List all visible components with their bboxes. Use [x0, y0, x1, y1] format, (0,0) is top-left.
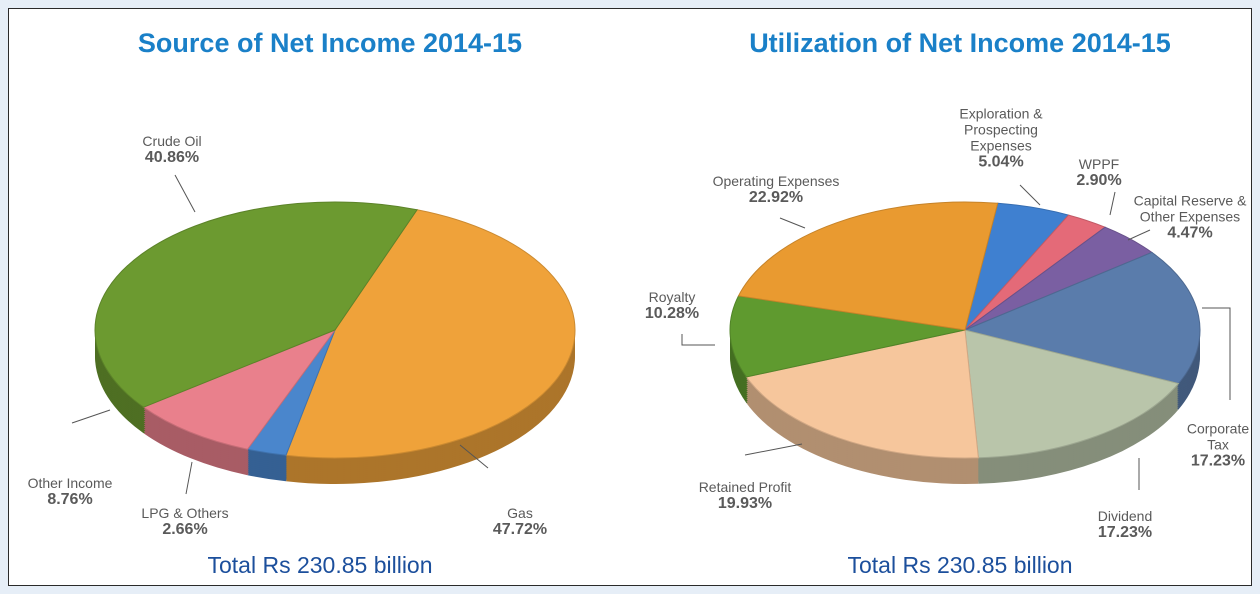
slice-label: Retained Profit 19.93%: [690, 479, 800, 513]
value-label: 17.23%: [1190, 452, 1246, 470]
leader-line: [779, 217, 806, 229]
slice: [964, 329, 1180, 459]
value-label: 2.66%: [162, 520, 208, 538]
slice-label: Exploration & Prospecting Expenses 5.04%: [946, 106, 1056, 173]
value-label: 8.76%: [47, 490, 93, 508]
slice-label: Gas 47.72%: [465, 505, 575, 539]
category-label: Capital Reserve & Other Expenses: [1133, 192, 1247, 225]
category-label: Other Income: [27, 474, 113, 491]
leader-line: [185, 461, 193, 495]
slice: [285, 209, 576, 459]
slice: [94, 201, 418, 408]
slice-label: Other Income 8.76%: [10, 475, 130, 509]
category-label: Crude Oil: [142, 132, 202, 149]
slice-label: Crude Oil 40.86%: [117, 133, 227, 167]
leader-line: [1127, 229, 1151, 241]
leader-line: [459, 444, 489, 469]
leader-line: [71, 409, 111, 424]
category-label: Dividend: [1097, 507, 1153, 524]
value-label: 40.86%: [144, 148, 200, 166]
category-label: Exploration & Prospecting Expenses: [959, 105, 1043, 154]
slice-label: Capital Reserve & Other Expenses 4.47%: [1118, 193, 1260, 244]
value-label: 47.72%: [492, 520, 548, 538]
value-label: 17.23%: [1097, 523, 1153, 541]
value-label: 4.47%: [1167, 224, 1213, 242]
slice: [745, 329, 979, 459]
slice: [963, 251, 1201, 385]
slice-label: Corporate Tax 17.23%: [1183, 421, 1253, 472]
value-label: 2.90%: [1076, 171, 1122, 189]
category-label: Royalty: [648, 288, 696, 305]
slice-label: Royalty 10.28%: [632, 289, 712, 323]
category-label: Corporate Tax: [1186, 420, 1250, 453]
slice-label: LPG & Others 2.66%: [125, 505, 245, 539]
slice: [142, 328, 337, 450]
value-label: 19.93%: [717, 494, 773, 512]
leader-line: [174, 174, 196, 213]
leader-line: [681, 334, 715, 346]
total-annotation: Total Rs 230.85 billion: [847, 552, 1073, 578]
slice-label: Operating Expenses 22.92%: [701, 173, 851, 207]
category-label: Retained Profit: [698, 478, 792, 495]
slice: [737, 201, 999, 331]
slice-label: WPPF 2.90%: [1069, 156, 1129, 190]
category-label: Gas: [507, 504, 533, 521]
leader-line: [1109, 191, 1116, 216]
leader-line: [744, 443, 803, 456]
category-label: Operating Expenses: [712, 172, 840, 189]
value-label: 5.04%: [978, 153, 1024, 171]
chart-title: Utilization of Net Income 2014-15: [749, 28, 1171, 58]
slice: [729, 295, 966, 378]
value-label: 22.92%: [748, 188, 804, 206]
value-label: 10.28%: [644, 304, 700, 322]
total-annotation: Total Rs 230.85 billion: [207, 552, 433, 578]
category-label: WPPF: [1078, 155, 1120, 172]
slice-label: Dividend 17.23%: [1085, 508, 1165, 542]
category-label: LPG & Others: [141, 504, 229, 521]
leader-line: [1202, 307, 1231, 400]
leader-line: [1019, 184, 1041, 206]
chart-title: Source of Net Income 2014-15: [137, 28, 523, 58]
